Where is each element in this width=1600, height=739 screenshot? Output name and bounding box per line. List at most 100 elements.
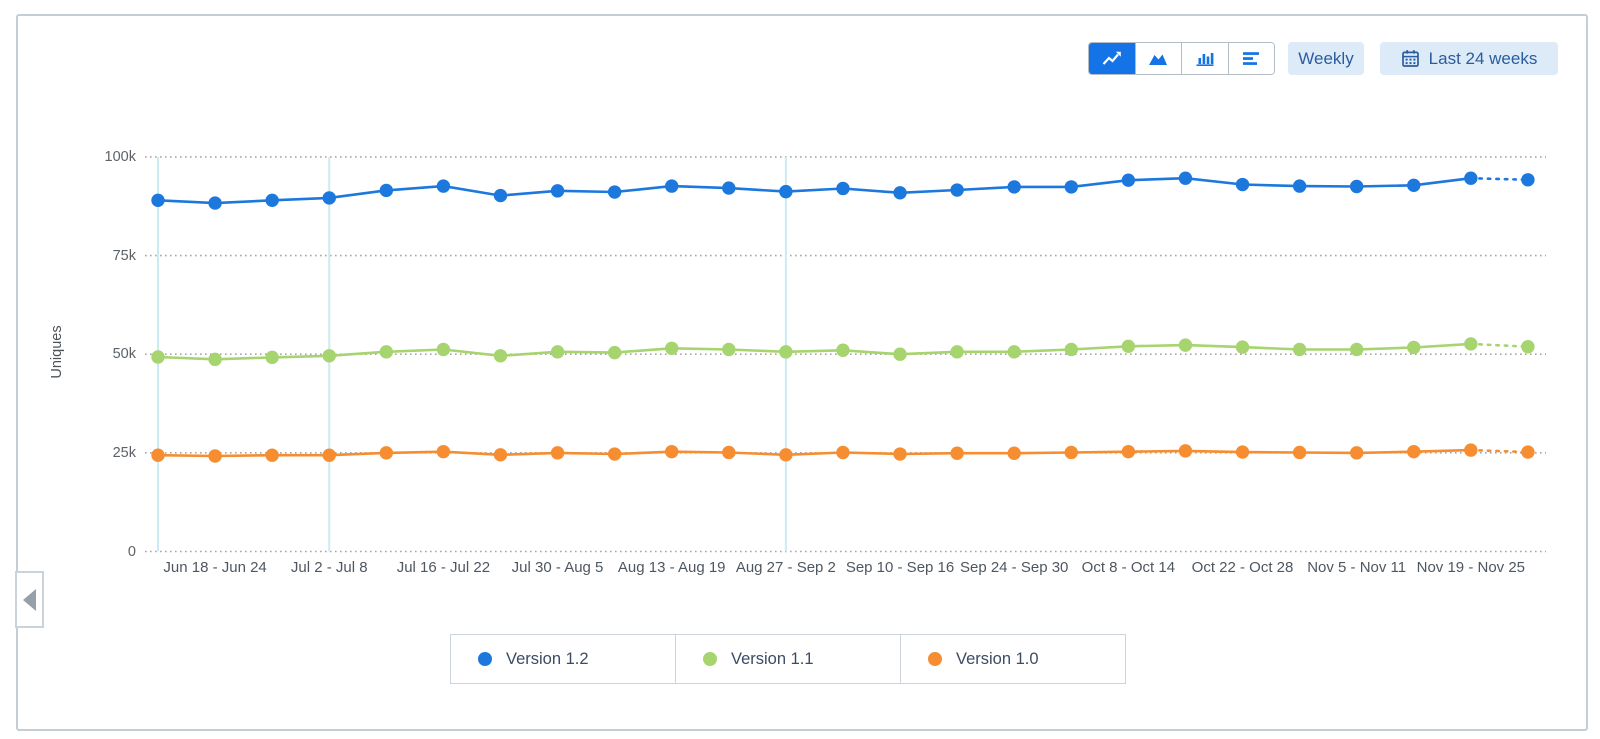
data-point[interactable]: [151, 448, 165, 462]
data-point[interactable]: [436, 342, 451, 357]
data-point[interactable]: [1521, 173, 1535, 187]
legend-item-version-1-0[interactable]: Version 1.0: [901, 635, 1125, 683]
data-point[interactable]: [1178, 171, 1193, 185]
data-point[interactable]: [379, 183, 394, 198]
data-point[interactable]: [1407, 444, 1421, 459]
data-point[interactable]: [1007, 446, 1021, 460]
data-point[interactable]: [1349, 179, 1364, 194]
bar-chart-icon[interactable]: [1182, 43, 1229, 74]
y-tick-label: 50k: [112, 346, 136, 363]
series-dot-orange: [928, 652, 942, 666]
data-point[interactable]: [1007, 180, 1021, 194]
data-point[interactable]: [1121, 339, 1136, 354]
data-point[interactable]: [265, 193, 279, 208]
data-point[interactable]: [1007, 345, 1021, 359]
chevron-left-icon: [23, 588, 36, 611]
data-point[interactable]: [550, 446, 565, 460]
x-tick-label: Jul 30 - Aug 5: [511, 559, 604, 576]
data-point[interactable]: [208, 449, 222, 463]
data-point[interactable]: [722, 342, 736, 357]
data-point[interactable]: [950, 345, 964, 359]
data-point[interactable]: [665, 444, 679, 459]
data-point[interactable]: [208, 352, 222, 367]
data-point[interactable]: [1521, 445, 1535, 459]
data-point[interactable]: [950, 183, 964, 197]
y-tick-label: 75k: [112, 247, 136, 264]
data-point[interactable]: [379, 345, 394, 359]
data-point[interactable]: [1121, 173, 1136, 187]
data-point[interactable]: [1407, 178, 1421, 193]
data-point[interactable]: [208, 196, 222, 210]
data-point[interactable]: [722, 181, 736, 195]
data-point[interactable]: [779, 448, 793, 462]
legend-label: Version 1.0: [956, 649, 1039, 668]
data-point[interactable]: [607, 447, 622, 461]
data-point[interactable]: [1464, 171, 1478, 185]
data-point[interactable]: [1464, 337, 1478, 351]
data-point[interactable]: [322, 191, 336, 205]
data-point[interactable]: [607, 185, 622, 199]
data-point[interactable]: [151, 350, 165, 364]
data-point[interactable]: [1178, 444, 1193, 458]
data-point[interactable]: [722, 445, 736, 460]
legend-label: Version 1.1: [731, 649, 814, 668]
data-point[interactable]: [665, 341, 679, 355]
line-chart-icon[interactable]: [1089, 43, 1136, 74]
data-point[interactable]: [493, 448, 508, 462]
data-point[interactable]: [779, 345, 793, 359]
data-point[interactable]: [379, 446, 394, 460]
data-point[interactable]: [1064, 180, 1078, 194]
data-point[interactable]: [1235, 340, 1250, 354]
data-point[interactable]: [265, 350, 279, 365]
data-point[interactable]: [893, 186, 907, 200]
data-point[interactable]: [950, 446, 964, 460]
data-point[interactable]: [550, 184, 565, 198]
x-tick-label: Sep 10 - Sep 16: [845, 559, 955, 576]
data-point[interactable]: [151, 193, 165, 208]
data-point[interactable]: [265, 448, 279, 462]
data-point[interactable]: [665, 179, 679, 193]
data-point[interactable]: [1349, 342, 1364, 357]
x-tick-label: Nov 19 - Nov 25: [1416, 559, 1526, 576]
data-point[interactable]: [1121, 444, 1136, 459]
data-point[interactable]: [1292, 445, 1307, 460]
x-tick-label: Aug 13 - Aug 19: [617, 559, 726, 576]
data-point[interactable]: [322, 349, 336, 363]
data-point[interactable]: [779, 184, 793, 199]
data-point[interactable]: [1521, 340, 1535, 354]
data-point[interactable]: [1349, 446, 1364, 460]
legend-item-version-1-1[interactable]: Version 1.1: [676, 635, 901, 683]
data-point[interactable]: [550, 345, 565, 359]
horizontal-bars-icon[interactable]: [1228, 43, 1274, 74]
data-point[interactable]: [1064, 445, 1078, 460]
data-point[interactable]: [836, 181, 850, 196]
x-tick-label: Jun 18 - Jun 24: [163, 559, 267, 576]
date-range-button[interactable]: Last 24 weeks: [1380, 42, 1558, 75]
data-point[interactable]: [1292, 342, 1307, 357]
data-point[interactable]: [836, 445, 850, 460]
series-line-dotted: [1469, 342, 1530, 349]
series-dot-green: [703, 652, 717, 666]
y-tick-label: 100k: [104, 148, 136, 165]
data-point[interactable]: [1292, 179, 1307, 193]
data-point[interactable]: [436, 179, 451, 193]
data-point[interactable]: [893, 447, 907, 461]
collapse-left-rail-button[interactable]: [15, 571, 44, 628]
data-point[interactable]: [1464, 443, 1478, 457]
data-point[interactable]: [322, 448, 336, 462]
data-point[interactable]: [1235, 177, 1250, 192]
data-point[interactable]: [607, 345, 622, 360]
data-point[interactable]: [836, 343, 850, 357]
data-point[interactable]: [493, 188, 508, 203]
area-chart-icon[interactable]: [1135, 43, 1182, 74]
data-point[interactable]: [493, 349, 508, 363]
data-point[interactable]: [893, 347, 907, 361]
data-point[interactable]: [1178, 338, 1193, 352]
data-point[interactable]: [1235, 445, 1250, 459]
data-point[interactable]: [1064, 342, 1078, 357]
granularity-button[interactable]: Weekly: [1288, 42, 1364, 75]
data-point[interactable]: [1407, 340, 1421, 355]
legend-item-version-1-2[interactable]: Version 1.2: [451, 635, 676, 683]
data-point[interactable]: [436, 444, 451, 459]
